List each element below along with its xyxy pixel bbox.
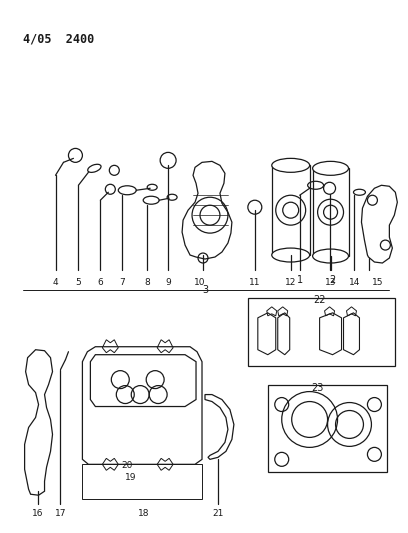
Text: 15: 15 bbox=[372, 278, 383, 287]
Bar bbox=[268, 385, 387, 472]
Text: 16: 16 bbox=[32, 509, 43, 518]
Text: 14: 14 bbox=[349, 278, 360, 287]
Text: 3: 3 bbox=[202, 285, 208, 295]
Text: 22: 22 bbox=[313, 295, 326, 305]
Bar bbox=[313, 168, 348, 256]
Text: 6: 6 bbox=[98, 278, 103, 287]
Text: 12: 12 bbox=[285, 278, 296, 287]
Text: 17: 17 bbox=[55, 509, 66, 518]
Text: 21: 21 bbox=[212, 509, 224, 518]
Ellipse shape bbox=[313, 161, 348, 175]
Text: 19: 19 bbox=[124, 473, 136, 482]
Text: 4/05  2400: 4/05 2400 bbox=[22, 33, 94, 46]
Ellipse shape bbox=[272, 248, 310, 262]
Bar bbox=[82, 464, 202, 499]
Ellipse shape bbox=[313, 249, 348, 263]
Text: 23: 23 bbox=[311, 383, 324, 393]
Text: 2: 2 bbox=[329, 275, 336, 285]
Bar bbox=[272, 165, 310, 255]
Text: 13: 13 bbox=[325, 278, 336, 287]
Text: 8: 8 bbox=[144, 278, 150, 287]
Text: 10: 10 bbox=[194, 278, 206, 287]
Text: 5: 5 bbox=[75, 278, 81, 287]
Bar bbox=[248, 298, 395, 366]
Text: 9: 9 bbox=[165, 278, 171, 287]
Text: 11: 11 bbox=[249, 278, 261, 287]
Text: 4: 4 bbox=[53, 278, 58, 287]
Text: 20: 20 bbox=[122, 462, 133, 470]
Ellipse shape bbox=[272, 158, 310, 172]
Text: 18: 18 bbox=[137, 509, 149, 518]
Text: 7: 7 bbox=[120, 278, 125, 287]
Text: 1: 1 bbox=[297, 275, 303, 285]
